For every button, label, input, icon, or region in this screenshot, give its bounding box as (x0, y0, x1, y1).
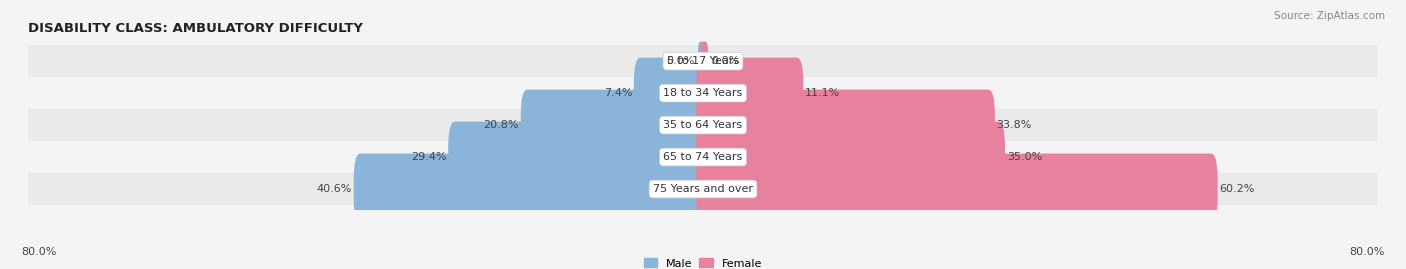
FancyBboxPatch shape (696, 58, 803, 129)
Text: 0.0%: 0.0% (711, 56, 740, 66)
FancyBboxPatch shape (520, 90, 710, 161)
Text: 60.2%: 60.2% (1219, 184, 1254, 194)
FancyBboxPatch shape (449, 122, 710, 193)
FancyBboxPatch shape (354, 154, 710, 225)
Text: DISABILITY CLASS: AMBULATORY DIFFICULTY: DISABILITY CLASS: AMBULATORY DIFFICULTY (28, 22, 363, 35)
Text: 29.4%: 29.4% (411, 152, 447, 162)
Text: 33.8%: 33.8% (997, 120, 1032, 130)
Text: 18 to 34 Years: 18 to 34 Years (664, 88, 742, 98)
Text: 80.0%: 80.0% (1350, 247, 1385, 257)
Text: 5 to 17 Years: 5 to 17 Years (666, 56, 740, 66)
Text: 80.0%: 80.0% (21, 247, 56, 257)
FancyBboxPatch shape (700, 42, 709, 81)
Text: Source: ZipAtlas.com: Source: ZipAtlas.com (1274, 11, 1385, 21)
FancyBboxPatch shape (696, 154, 1218, 225)
Text: 0.0%: 0.0% (666, 56, 695, 66)
Legend: Male, Female: Male, Female (644, 258, 762, 269)
FancyBboxPatch shape (696, 90, 995, 161)
FancyBboxPatch shape (28, 173, 1378, 205)
Text: 35.0%: 35.0% (1007, 152, 1042, 162)
FancyBboxPatch shape (634, 58, 710, 129)
FancyBboxPatch shape (28, 77, 1378, 109)
FancyBboxPatch shape (28, 45, 1378, 77)
Text: 7.4%: 7.4% (603, 88, 633, 98)
Text: 65 to 74 Years: 65 to 74 Years (664, 152, 742, 162)
Text: 35 to 64 Years: 35 to 64 Years (664, 120, 742, 130)
FancyBboxPatch shape (28, 141, 1378, 173)
Text: 40.6%: 40.6% (316, 184, 352, 194)
Text: 20.8%: 20.8% (484, 120, 519, 130)
Text: 11.1%: 11.1% (806, 88, 841, 98)
FancyBboxPatch shape (28, 109, 1378, 141)
FancyBboxPatch shape (696, 122, 1005, 193)
Text: 75 Years and over: 75 Years and over (652, 184, 754, 194)
FancyBboxPatch shape (697, 42, 706, 81)
